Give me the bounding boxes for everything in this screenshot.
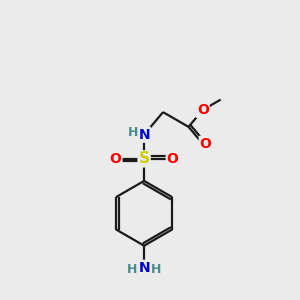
Text: O: O <box>110 152 122 166</box>
Text: H: H <box>127 263 137 276</box>
Text: N: N <box>138 128 150 142</box>
Text: O: O <box>167 152 178 166</box>
Text: S: S <box>139 151 150 166</box>
Text: H: H <box>151 263 162 276</box>
Text: O: O <box>197 103 209 117</box>
Text: O: O <box>200 137 212 151</box>
Text: H: H <box>128 126 138 139</box>
Text: N: N <box>138 261 150 275</box>
